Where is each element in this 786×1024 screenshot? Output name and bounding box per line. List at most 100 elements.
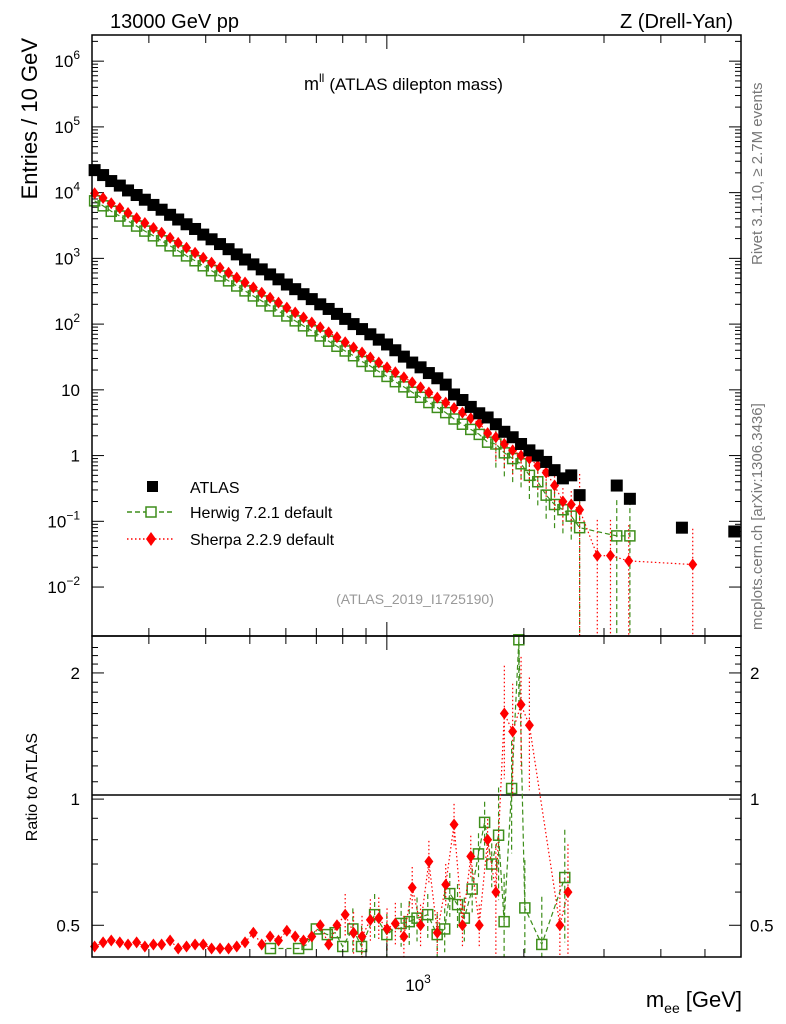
herwig-point [540, 489, 552, 501]
sherpa-point [132, 212, 142, 225]
main-y-tick-exponent: 6 [73, 48, 80, 62]
sherpa-ratio-point [357, 930, 367, 943]
sherpa-point [483, 427, 493, 440]
atlas-point [573, 489, 586, 502]
sherpa-point [273, 296, 283, 309]
sherpa-ratio-point [491, 886, 501, 899]
main-y-tick-base: 1 [71, 447, 80, 466]
sherpa-point [315, 321, 325, 334]
main-y-tick-base: 10 [47, 578, 66, 597]
main-y-tick-label: 1 [71, 447, 80, 466]
main-y-tick-base: 10 [47, 512, 66, 531]
herwig-ratio-point [264, 942, 277, 955]
sherpa-ratio-point [248, 926, 258, 939]
sherpa-ratio-point [140, 940, 150, 953]
sherpa-ratio-point [198, 938, 208, 951]
sherpa-point [516, 449, 526, 462]
atlas-point [239, 253, 252, 266]
sherpa-ratio-point [148, 938, 158, 951]
sherpa-ratio-point [157, 938, 167, 951]
sherpa-point [257, 286, 267, 299]
sherpa-point [416, 381, 426, 394]
ratio-y-tick-label-left: 0.5 [56, 916, 80, 935]
sherpa-point [332, 331, 342, 344]
main-y-tick-exponent: 2 [73, 311, 80, 325]
main-y-tick-base: 10 [54, 315, 73, 334]
sherpa-ratio-point [307, 930, 317, 943]
sherpa-ratio-point [273, 934, 283, 947]
herwig-point [610, 530, 623, 542]
sherpa-point [566, 498, 576, 511]
main-y-tick-label: 10−2 [47, 574, 80, 597]
main-y-tick-exponent: 4 [73, 180, 80, 194]
main-y-tick-base: 10 [54, 118, 73, 137]
sherpa-point [541, 466, 551, 479]
sherpa-point [605, 549, 615, 562]
sherpa-ratio-point [416, 919, 426, 932]
sherpa-point [382, 361, 392, 374]
sherpa-ratio-point [474, 919, 484, 932]
sherpa-ratio-point [483, 833, 493, 846]
observable-description: (ATLAS dilepton mass) [329, 75, 503, 94]
sherpa-point [474, 417, 484, 430]
herwig-ratio-point [478, 816, 491, 829]
sherpa-ratio-point [555, 919, 565, 932]
ratio-y-tick-label-left: 2 [71, 664, 80, 683]
sherpa-point [148, 221, 158, 234]
atlas-point [439, 378, 452, 391]
main-ylabel: Entries / 10 GeV [17, 38, 42, 200]
sherpa-ratio-point [441, 878, 451, 891]
main-sherpa-series [90, 187, 698, 636]
sherpa-point [466, 412, 476, 425]
sherpa-ratio-point [382, 922, 392, 935]
x-tick-base: 10 [405, 976, 424, 995]
sherpa-point [307, 316, 317, 329]
sherpa-point [173, 236, 183, 249]
sherpa-point [441, 396, 451, 409]
sherpa-ratio-point [132, 936, 142, 949]
main-y-tick-label: 104 [54, 180, 80, 203]
herwig-ratio-point [355, 940, 368, 953]
legend-herwig-marker [145, 506, 157, 518]
sherpa-point [432, 391, 442, 404]
sherpa-point [248, 281, 258, 294]
sherpa-point [232, 271, 242, 284]
herwig-ratio-point [498, 915, 510, 928]
sherpa-ratio-point [207, 942, 217, 955]
ratio-ylabel: Ratio to ATLAS [24, 733, 41, 841]
sherpa-ratio-point [106, 934, 116, 947]
main-y-tick-base: 10 [54, 184, 73, 203]
main-y-tick-exponent: 3 [73, 245, 80, 259]
legend-atlas-label: ATLAS [190, 480, 240, 497]
main-y-tick-label: 105 [54, 114, 80, 137]
herwig-point [565, 510, 577, 522]
sherpa-ratio-point [173, 942, 183, 955]
sherpa-ratio-point [299, 934, 309, 947]
sherpa-point [115, 202, 125, 215]
legend-atlas-marker [147, 481, 158, 492]
sherpa-point [357, 346, 367, 359]
sherpa-ratio-point [340, 908, 350, 921]
main-y-tick-exponent: −1 [66, 508, 80, 522]
sherpa-point [340, 336, 350, 349]
herwig-ratio-point [536, 938, 548, 951]
ratio-herwig-series [264, 634, 571, 957]
observable-superscript: ll [319, 71, 324, 85]
sherpa-point [624, 554, 634, 567]
x-tick-label-1000: 103 [405, 972, 431, 995]
ratio-y-tick-label-right: 0.5 [750, 916, 774, 935]
sherpa-ratio-point [165, 934, 175, 947]
sherpa-ratio-point [224, 942, 234, 955]
sherpa-ratio-point [324, 938, 334, 951]
x-tick-exponent: 3 [424, 972, 431, 986]
main-y-tick-base: 10 [54, 249, 73, 268]
main-y-tick-label: 102 [54, 311, 80, 334]
herwig-line [94, 200, 630, 537]
herwig-ratio-point [422, 908, 434, 921]
sherpa-point [374, 356, 384, 369]
herwig-ratio-point [438, 923, 451, 935]
atlas-point [675, 521, 688, 534]
